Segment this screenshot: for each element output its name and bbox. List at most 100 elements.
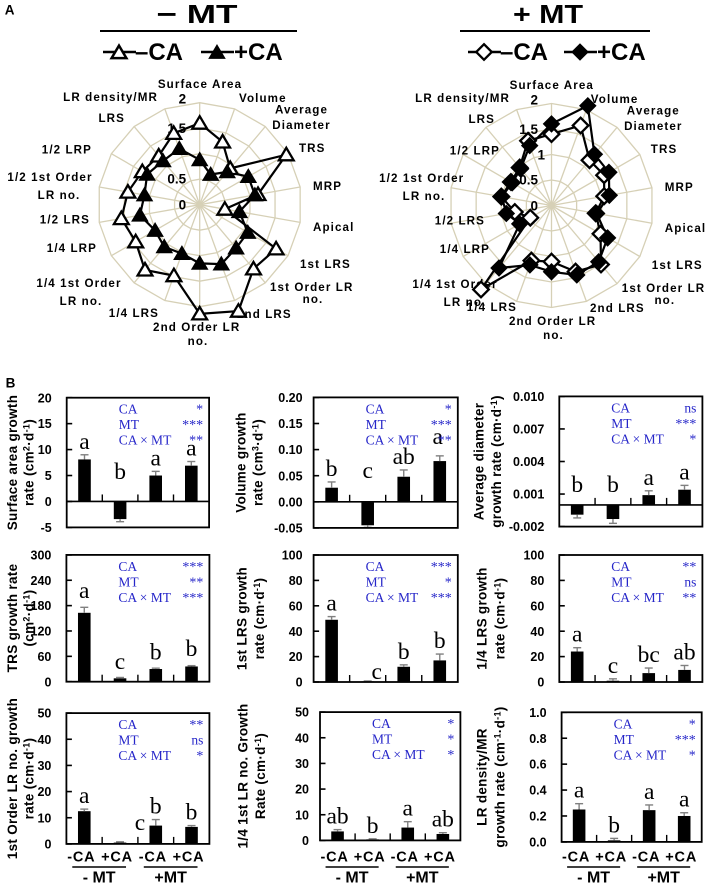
svg-text:–CA: –CA [500, 39, 548, 66]
svg-text:80: 80 [530, 574, 544, 588]
svg-text:CA: CA [366, 401, 385, 416]
svg-text:CA: CA [119, 402, 138, 417]
svg-text:+CA: +CA [665, 850, 697, 866]
svg-text:1.5: 1.5 [519, 122, 538, 137]
svg-text:CA: CA [611, 400, 630, 415]
svg-text:0.20: 0.20 [278, 391, 302, 405]
svg-text:Apical: Apical [313, 221, 354, 234]
svg-text:a: a [79, 429, 90, 455]
svg-text:1/4 1st LR no. Growth: 1/4 1st LR no. Growth [236, 703, 251, 848]
svg-text:60: 60 [530, 599, 544, 613]
svg-text:1st Order LR: 1st Order LR [270, 281, 353, 294]
svg-text:*: * [445, 576, 452, 591]
svg-text:c: c [115, 649, 125, 675]
svg-text:0.4: 0.4 [529, 784, 546, 798]
svg-text:+CA: +CA [424, 850, 456, 866]
svg-text:20: 20 [295, 783, 309, 797]
svg-text:Diameter: Diameter [624, 120, 682, 133]
svg-text:+CA: +CA [101, 850, 133, 866]
svg-text:LR no.: LR no. [38, 189, 81, 202]
svg-text:CA × MT: CA × MT [372, 747, 425, 762]
svg-text:1/2 LRP: 1/2 LRP [42, 144, 92, 157]
svg-text:a: a [79, 578, 90, 604]
svg-text:+CA: +CA [173, 850, 205, 866]
svg-text:− MT: − MT [157, 0, 238, 29]
svg-text:a: a [679, 459, 690, 485]
svg-text:1/2 1st Order: 1/2 1st Order [379, 172, 464, 185]
svg-text:MT: MT [366, 417, 387, 432]
svg-text:–CA: –CA [135, 39, 183, 66]
svg-text:b: b [434, 628, 446, 654]
svg-text:a: a [186, 436, 197, 462]
svg-text:c: c [362, 458, 372, 484]
svg-text:40: 40 [530, 625, 544, 639]
svg-text:**: ** [189, 718, 203, 733]
svg-text:**: ** [682, 591, 696, 606]
svg-text:no.: no. [303, 293, 324, 306]
svg-text:2nd LRS: 2nd LRS [237, 308, 292, 321]
svg-text:***: *** [431, 591, 452, 606]
svg-text:LR density/MR: LR density/MR [63, 91, 158, 104]
svg-text:*: * [689, 717, 696, 732]
svg-text:0: 0 [296, 676, 303, 690]
svg-text:-0.002: -0.002 [509, 520, 544, 534]
svg-text:a: a [79, 783, 90, 809]
svg-text:b: b [150, 794, 162, 820]
svg-text:a: a [679, 787, 690, 813]
svg-text:1st Order LR: 1st Order LR [622, 282, 705, 295]
svg-text:*: * [447, 733, 454, 748]
svg-text:MT: MT [118, 574, 139, 589]
svg-text:a: a [572, 622, 583, 648]
svg-text:CA: CA [366, 559, 385, 574]
svg-text:0: 0 [44, 838, 51, 852]
svg-text:+CA: +CA [595, 850, 627, 866]
svg-text:30: 30 [37, 759, 51, 773]
svg-text:1/4 LRS growth: 1/4 LRS growth [475, 567, 490, 669]
svg-text:**: ** [189, 434, 203, 449]
svg-text:c: c [371, 659, 381, 685]
svg-text:a: a [574, 778, 585, 804]
svg-text:- MT: - MT [577, 870, 610, 887]
svg-text:Surface area growth: Surface area growth [5, 395, 20, 531]
svg-text:CA × MT: CA × MT [366, 432, 419, 447]
svg-text:rate (cm·d-1​): rate (cm·d-1​) [492, 578, 507, 660]
svg-text:A: A [5, 3, 15, 18]
svg-text:b: b [150, 640, 162, 666]
svg-text:Average: Average [627, 105, 680, 118]
svg-text:1/2 LRS: 1/2 LRS [40, 214, 90, 227]
svg-text:Diameter: Diameter [272, 119, 330, 132]
svg-text:growth rate (cm-1​·d-1​): growth rate (cm-1​·d-1​) [493, 706, 508, 847]
svg-text:-5: -5 [41, 521, 52, 535]
svg-text:0.05: 0.05 [278, 469, 302, 483]
svg-text:2: 2 [530, 93, 538, 108]
svg-text:1st LRS: 1st LRS [300, 258, 351, 271]
svg-text:0.15: 0.15 [278, 417, 302, 431]
svg-text:+CA: +CA [597, 39, 646, 66]
svg-text:20: 20 [38, 391, 52, 405]
svg-text:+MT: +MT [647, 870, 680, 887]
svg-text:no.: no. [654, 294, 675, 307]
svg-text:0.5: 0.5 [519, 173, 538, 188]
svg-text:a: a [150, 445, 161, 471]
svg-text:40: 40 [37, 733, 51, 747]
svg-text:LR no.: LR no. [444, 296, 487, 309]
svg-text:B: B [6, 376, 16, 391]
svg-text:0.010: 0.010 [513, 390, 544, 404]
svg-text:***: *** [675, 417, 696, 432]
svg-text:1st LRS growth: 1st LRS growth [235, 567, 250, 670]
svg-text:MT: MT [119, 417, 140, 432]
svg-text:b: b [607, 472, 619, 498]
svg-text:-CA: -CA [632, 850, 660, 866]
svg-text:80: 80 [289, 574, 303, 588]
svg-text:*: * [447, 748, 454, 763]
svg-text:*: * [689, 748, 696, 763]
svg-text:b: b [367, 813, 379, 839]
svg-text:CA × MT: CA × MT [118, 590, 171, 605]
svg-text:***: *** [431, 418, 452, 433]
svg-text:50: 50 [295, 706, 309, 720]
svg-text:1/2 LRS: 1/2 LRS [435, 215, 485, 228]
svg-text:CA × MT: CA × MT [118, 748, 171, 763]
svg-text:Surface Area: Surface Area [158, 78, 242, 91]
svg-text:2nd Order LR: 2nd Order LR [509, 315, 596, 328]
svg-text:1.0: 1.0 [529, 706, 546, 720]
